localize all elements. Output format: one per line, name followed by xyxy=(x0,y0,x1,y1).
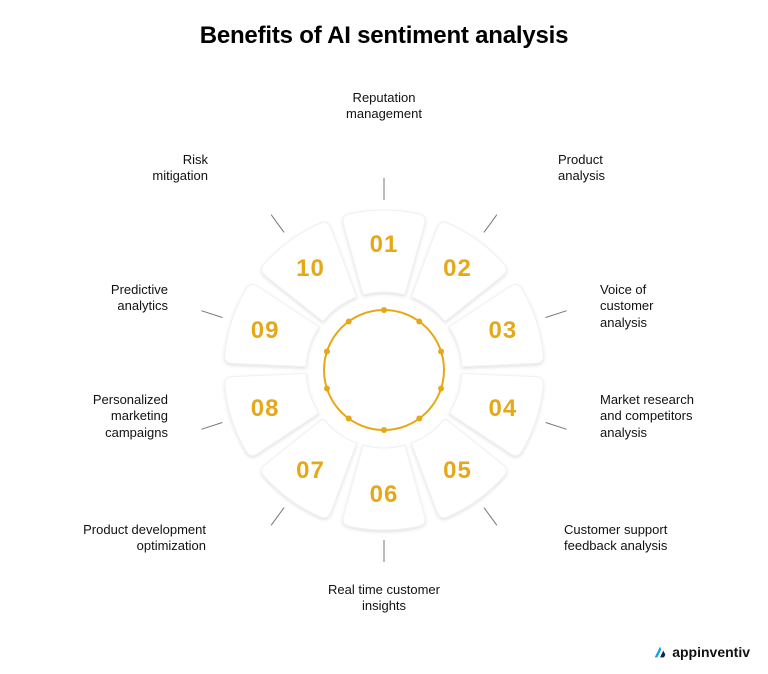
segment-number: 04 xyxy=(489,395,518,423)
brand-logo: appinventiv xyxy=(652,644,750,660)
segment-number: 08 xyxy=(251,395,280,423)
leader-line xyxy=(201,311,222,318)
segment-number: 07 xyxy=(296,457,325,485)
inner-ring-dot xyxy=(438,348,444,354)
segment-label: Real time customer insights xyxy=(328,582,440,615)
segment-label: Market research and competitors analysis xyxy=(600,392,694,441)
segment-label: Reputation management xyxy=(346,90,422,123)
segment-label: Personalized marketing campaigns xyxy=(93,392,168,441)
segment-number: 09 xyxy=(251,317,280,345)
segment-label: Customer support feedback analysis xyxy=(564,522,667,555)
inner-ring xyxy=(324,310,444,430)
inner-ring-dot xyxy=(381,307,387,313)
segment-number: 02 xyxy=(443,255,472,283)
leader-line xyxy=(484,508,497,526)
leader-line xyxy=(546,423,567,430)
leader-line xyxy=(484,215,497,233)
leader-line xyxy=(201,423,222,430)
wheel-diagram: 01 Reputation management 02 Product analysi… xyxy=(0,0,768,674)
inner-ring-dot xyxy=(381,427,387,433)
inner-ring-dot xyxy=(416,318,422,324)
logo-icon xyxy=(652,644,668,660)
segment-label: Product analysis xyxy=(558,152,605,185)
logo-text: appinventiv xyxy=(672,644,750,660)
segment-number: 05 xyxy=(443,457,472,485)
leader-line xyxy=(546,311,567,318)
leader-line xyxy=(271,508,284,526)
inner-ring-dot xyxy=(416,416,422,422)
segment-number: 06 xyxy=(370,481,399,509)
inner-ring-dot xyxy=(324,348,330,354)
segment-label: Risk mitigation xyxy=(152,152,208,185)
inner-ring-dot xyxy=(438,386,444,392)
segment-number: 10 xyxy=(296,255,325,283)
inner-ring-dot xyxy=(346,318,352,324)
leader-line xyxy=(271,215,284,233)
segment-label: Product development optimization xyxy=(83,522,206,555)
segment-label: Voice of customer analysis xyxy=(600,282,653,331)
segment-label: Predictive analytics xyxy=(111,282,168,315)
inner-ring-dot xyxy=(324,386,330,392)
segment-number: 01 xyxy=(370,231,399,259)
segment-number: 03 xyxy=(489,317,518,345)
inner-ring-dot xyxy=(346,416,352,422)
